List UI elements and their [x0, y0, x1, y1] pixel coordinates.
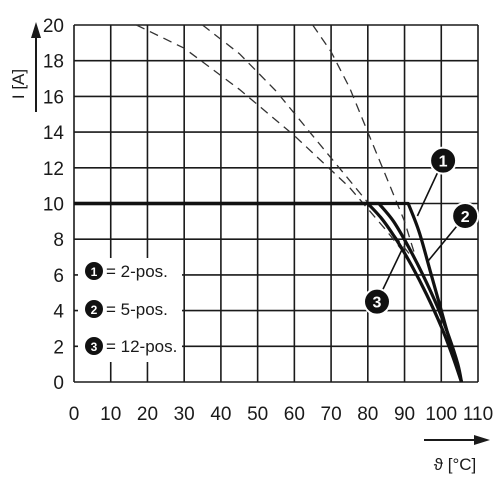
y-tick-label: 12: [43, 159, 64, 180]
y-tick-label: 4: [53, 302, 64, 323]
y-tick-label: 0: [53, 373, 64, 394]
x-tick-label: 50: [247, 404, 268, 425]
legend-label-3: = 12-pos.: [106, 337, 177, 356]
y-tick-label: 6: [53, 266, 64, 287]
legend-marker-2-label: 2: [91, 303, 98, 317]
x-axis-arrow: [424, 435, 490, 445]
legend: 1 = 2-pos. 2 = 5-pos. 3 = 12-pos.: [78, 258, 182, 362]
x-tick-label: 90: [394, 404, 415, 425]
x-tick-label: 70: [321, 404, 342, 425]
dashed-curve-1: [312, 24, 417, 258]
y-tick-label: 20: [43, 16, 64, 37]
y-tick-label: 2: [53, 337, 64, 358]
legend-item-1: 1 = 2-pos.: [85, 262, 168, 281]
callout-badge-label-1: 1: [439, 154, 448, 171]
y-axis-arrow: [31, 22, 41, 112]
y-tick-label: 10: [43, 195, 64, 216]
x-tick-label: 20: [137, 404, 158, 425]
y-tick-label: 8: [53, 230, 64, 251]
x-tick-label: 10: [100, 404, 121, 425]
series-lines: [74, 201, 464, 383]
x-tick-label: 0: [69, 404, 80, 425]
callout-badge-1: [429, 146, 458, 175]
legend-marker-2: [85, 300, 103, 318]
y-tick-labels: 0 2 4 6 8 10 12 14 16 18 20: [43, 16, 65, 394]
callout-badge-label-3: 3: [373, 295, 382, 312]
y-tick-label: 18: [43, 52, 64, 73]
legend-label-1: = 2-pos.: [106, 262, 168, 281]
legend-marker-1-label: 1: [91, 265, 98, 279]
dashed-curves: [136, 24, 417, 258]
y-tick-label: 16: [43, 87, 64, 108]
legend-marker-3: [85, 337, 103, 355]
callout-badge-label-2: 2: [461, 209, 470, 226]
legend-item-2: 2 = 5-pos.: [85, 300, 168, 319]
callout-badge-3: [363, 287, 391, 316]
x-tick-label: 110: [463, 404, 493, 425]
x-tick-label: 30: [174, 404, 195, 425]
legend-item-3: 3 = 12-pos.: [85, 337, 177, 356]
callout-badge-2: [451, 201, 480, 230]
series-line-3: [74, 201, 464, 383]
x-tick-label: 40: [210, 404, 231, 425]
x-tick-label: 100: [425, 404, 457, 425]
y-axis-title: I [A]: [9, 69, 28, 99]
dashed-curve-3: [136, 24, 406, 254]
legend-marker-3-label: 3: [91, 340, 98, 354]
legend-marker-1: [85, 262, 103, 280]
x-tick-label: 80: [357, 404, 378, 425]
callouts: 1 2 3: [363, 146, 480, 316]
x-tick-label: 60: [284, 404, 305, 425]
series-line-2: [74, 201, 464, 383]
x-tick-labels: 0 10 20 30 40 50 60 70 80 90 100 110: [69, 404, 493, 425]
dashed-curve-2: [202, 24, 413, 258]
x-axis-title: ϑ [°C]: [434, 455, 477, 474]
legend-label-2: = 5-pos.: [106, 300, 168, 319]
y-tick-label: 14: [43, 123, 65, 144]
